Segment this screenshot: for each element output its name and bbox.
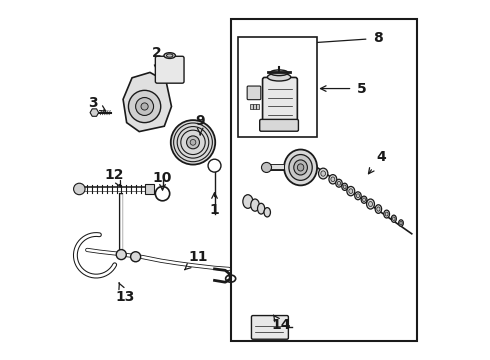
Ellipse shape xyxy=(367,199,374,209)
Text: 13: 13 xyxy=(115,283,135,303)
Polygon shape xyxy=(90,109,98,116)
Ellipse shape xyxy=(399,220,403,226)
Ellipse shape xyxy=(355,192,361,200)
Ellipse shape xyxy=(356,194,360,198)
Bar xyxy=(256,104,259,109)
Ellipse shape xyxy=(343,185,346,189)
Ellipse shape xyxy=(329,175,337,184)
Ellipse shape xyxy=(349,189,353,193)
Circle shape xyxy=(136,98,153,116)
Ellipse shape xyxy=(361,196,367,203)
Text: 4: 4 xyxy=(368,150,386,174)
Text: 5: 5 xyxy=(320,82,367,95)
Ellipse shape xyxy=(270,70,288,76)
Ellipse shape xyxy=(284,149,317,185)
Circle shape xyxy=(128,90,161,123)
Text: 2: 2 xyxy=(152,46,162,71)
FancyBboxPatch shape xyxy=(251,316,289,339)
FancyBboxPatch shape xyxy=(263,77,297,125)
Ellipse shape xyxy=(318,168,328,179)
Ellipse shape xyxy=(336,179,342,187)
Circle shape xyxy=(116,249,126,260)
Text: 8: 8 xyxy=(304,31,383,46)
Ellipse shape xyxy=(164,53,175,58)
Circle shape xyxy=(262,162,271,172)
Ellipse shape xyxy=(297,164,304,171)
Circle shape xyxy=(74,183,85,195)
Text: 11: 11 xyxy=(185,250,208,270)
Ellipse shape xyxy=(331,177,335,181)
Ellipse shape xyxy=(392,217,395,221)
Ellipse shape xyxy=(289,154,312,180)
Bar xyxy=(238,37,317,137)
Ellipse shape xyxy=(392,215,396,222)
Ellipse shape xyxy=(363,198,366,202)
Ellipse shape xyxy=(368,202,372,207)
Bar xyxy=(145,184,153,194)
Ellipse shape xyxy=(251,199,259,211)
Ellipse shape xyxy=(375,205,382,213)
Ellipse shape xyxy=(167,54,173,57)
Circle shape xyxy=(131,252,141,262)
Ellipse shape xyxy=(377,207,380,211)
Text: 7: 7 xyxy=(256,96,266,113)
Ellipse shape xyxy=(342,183,347,190)
Text: 3: 3 xyxy=(88,96,106,111)
Polygon shape xyxy=(123,72,172,132)
Circle shape xyxy=(190,139,196,145)
Text: 14: 14 xyxy=(271,315,291,332)
Circle shape xyxy=(141,103,148,110)
Ellipse shape xyxy=(321,171,325,176)
Bar xyxy=(253,104,256,109)
FancyBboxPatch shape xyxy=(155,56,184,83)
Bar xyxy=(231,19,417,341)
Text: 1: 1 xyxy=(210,193,220,217)
FancyBboxPatch shape xyxy=(247,86,261,100)
Text: 6: 6 xyxy=(264,57,273,82)
Ellipse shape xyxy=(400,221,402,225)
Ellipse shape xyxy=(294,160,307,175)
Text: 9: 9 xyxy=(196,114,205,135)
Ellipse shape xyxy=(243,195,253,208)
Bar xyxy=(250,104,253,109)
Text: 12: 12 xyxy=(104,168,124,187)
Ellipse shape xyxy=(385,212,388,216)
Ellipse shape xyxy=(337,181,341,185)
Ellipse shape xyxy=(384,210,390,218)
Ellipse shape xyxy=(264,208,270,217)
Ellipse shape xyxy=(268,73,291,81)
Ellipse shape xyxy=(258,203,265,214)
Circle shape xyxy=(187,136,199,149)
Ellipse shape xyxy=(347,186,355,196)
Circle shape xyxy=(171,120,215,165)
FancyBboxPatch shape xyxy=(260,120,298,131)
Text: 10: 10 xyxy=(153,171,172,190)
